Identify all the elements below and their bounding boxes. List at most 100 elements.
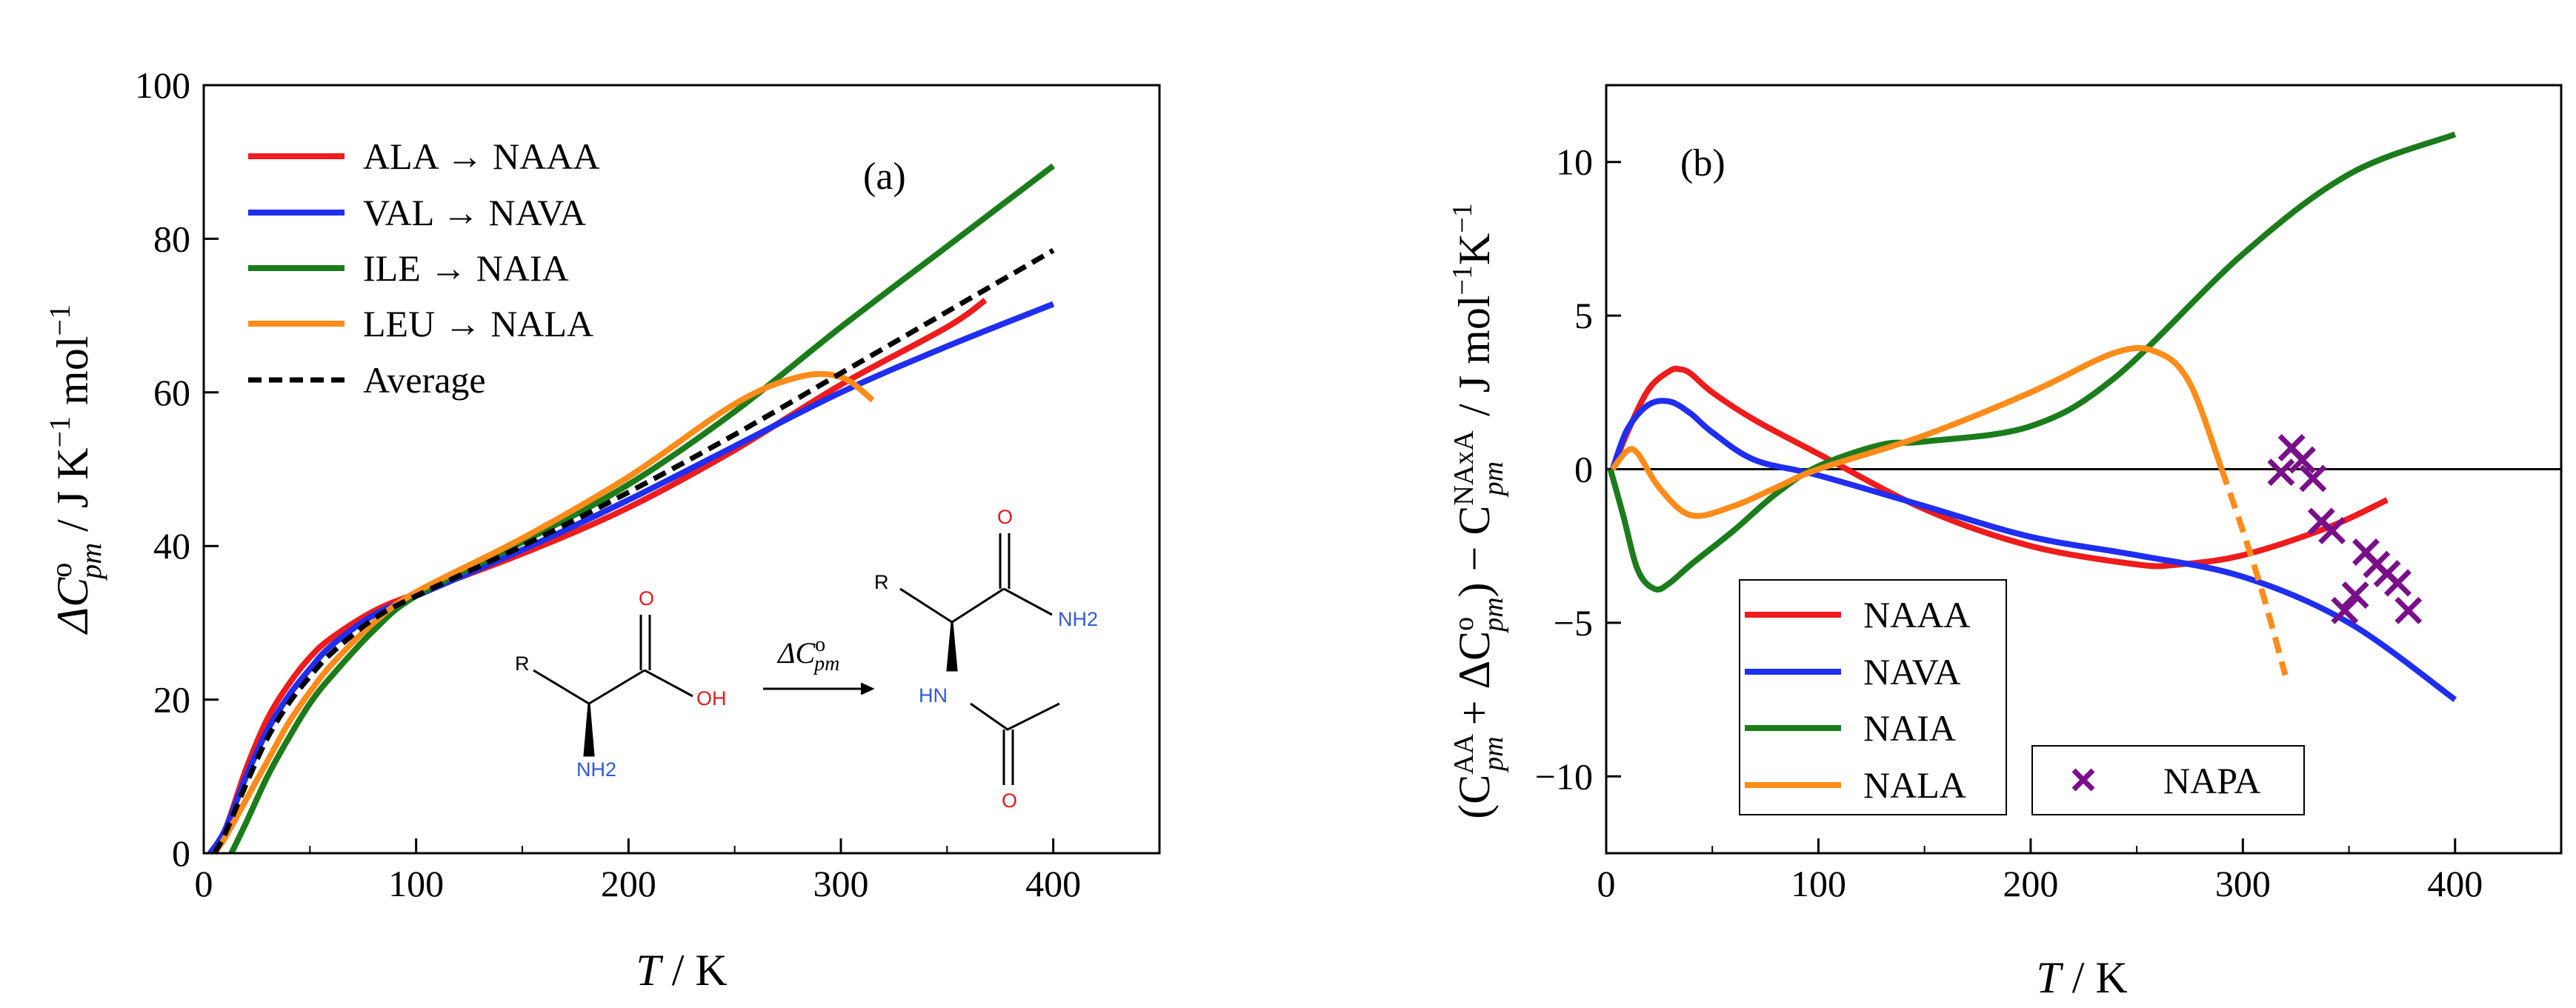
series-nala: [1610, 344, 2225, 519]
scheme-r1: R: [515, 652, 530, 675]
scheme-oh: OH: [696, 687, 727, 710]
chart-b-ylabel-exp2: −1: [1447, 203, 1478, 233]
scheme-r2: R: [874, 571, 889, 593]
series-leu-nala: [212, 370, 875, 855]
y-tick-label: 5: [1574, 295, 1593, 336]
scheme-o1: O: [639, 587, 654, 610]
series-nava: [1609, 398, 2457, 702]
chart-b-ylabel-units2: K: [1450, 233, 1499, 265]
product-skeleton: [899, 587, 1005, 624]
legend-label-naaa: NAAA: [1863, 594, 1970, 635]
legend-label-napa: NAPA: [2163, 760, 2261, 801]
scheme-arrow-prefix: ΔC: [776, 636, 816, 670]
legend-label-naia: NAIA: [1863, 707, 1956, 749]
legend-entry-ile: ILE → NAIA: [248, 247, 569, 289]
series-average: [212, 247, 1055, 855]
chart-a-xlabel-units: / K: [661, 946, 728, 995]
series-naaa: [1609, 365, 2389, 570]
legend-label-nala: NALA: [1863, 764, 1966, 806]
chart-a-xlabel-symbol: T: [636, 946, 663, 995]
point-napa: [2318, 516, 2346, 544]
chart-b-ylabel-sup2: o: [1448, 617, 1480, 631]
chart-a-ylabel-sub: pm: [74, 543, 107, 581]
chart-a-ylabel-units-a: / J K: [48, 447, 97, 542]
chart-a-legend: ALA → NAAA VAL → NAVA ILE → NAIA LEU → N…: [248, 136, 599, 401]
series-val-nava: [207, 301, 1055, 855]
legend-label-ala: ALA → NAAA: [363, 136, 599, 177]
legend-label-average: Average: [363, 359, 486, 401]
reactant-c-oh-bond: [644, 669, 693, 698]
point-napa: [2299, 464, 2327, 493]
chart-b-legend: NAAA NAVA NAIA NALA: [1739, 579, 2007, 815]
x-tick-label: 100: [388, 863, 444, 904]
reactant-skeleton: [533, 669, 645, 705]
chart-b-xlabel-symbol: T: [2036, 953, 2063, 1002]
chart-b-ylabel-sub3: pm: [1478, 461, 1509, 498]
chart-a-tick-labels: 0 100 200 300 400 0 20 40 60 80 100: [135, 64, 1081, 904]
chart-b-ylabel-open: (C: [1450, 775, 1499, 819]
chart-b-ylabel-close: ) − C: [1450, 506, 1499, 598]
legend-label-val: VAL → NAVA: [363, 192, 586, 233]
chart-b-ylabel-units: / J mol: [1450, 295, 1499, 427]
x-tick-label: 0: [195, 863, 213, 904]
x-tick-label: 200: [2003, 863, 2058, 904]
chart-b-legend-marker-box: [2031, 745, 2305, 815]
legend-entry-average: Average: [248, 359, 486, 401]
product-c-nh2-bond: [1003, 587, 1053, 616]
y-tick-label: 0: [1574, 449, 1593, 490]
chart-a-ylabel-exp-b: −1: [43, 304, 76, 336]
legend-entry-leu: LEU → NALA: [248, 303, 593, 344]
scheme-arrow-sub: pm: [813, 652, 839, 675]
legend-entry-ala: ALA → NAAA: [248, 136, 599, 177]
legend-label-ile: ILE → NAIA: [363, 247, 569, 289]
point-napa: [2383, 569, 2412, 597]
chart-b-ylabel-sub2: pm: [1478, 597, 1509, 633]
chart-b-ylabel-exp1: −1: [1447, 265, 1478, 295]
x-tick-label: 300: [813, 863, 869, 904]
x-tick-label: 0: [1597, 863, 1616, 904]
reaction-arrowhead: [860, 682, 875, 695]
chart-a-ylabel-prefix: ΔC: [48, 577, 97, 635]
product-acetyl: [970, 702, 1060, 731]
y-tick-label: 60: [153, 372, 190, 413]
scheme-nh2-a: NH2: [576, 758, 616, 781]
scheme-atom-labels: R O OH NH2 R O NH2 HN O ΔCo pm: [515, 506, 1098, 812]
chart-a-ticks: [202, 84, 1055, 855]
y-tick-label: 0: [172, 832, 190, 874]
legend-entry-val: VAL → NAVA: [248, 192, 586, 233]
chart-b-ylabel-sub1: pm: [1478, 736, 1509, 772]
product-wedge: [946, 621, 958, 672]
chart-b-xlabel: T / K: [2036, 953, 2127, 1002]
chart-b-series: [1607, 131, 2457, 702]
chart-a-panel-label: (a): [863, 156, 906, 198]
chart-a-series: [207, 163, 1056, 855]
point-napa: [2289, 446, 2317, 474]
chart-a-ylabel-units-b: mol: [48, 336, 97, 416]
chart-b-ylabel-sup1: AA: [1448, 733, 1480, 774]
x-tick-label: 400: [2427, 863, 2483, 904]
y-tick-label: 100: [135, 64, 190, 106]
series-ile-naia: [228, 163, 1056, 855]
chart-a-xlabel: T / K: [636, 946, 727, 995]
chart-b-panel-label: (b): [1680, 142, 1725, 184]
point-napa: [2341, 581, 2369, 610]
series-naia: [1607, 131, 2457, 593]
y-tick-label: 10: [1556, 141, 1593, 183]
x-tick-label: 400: [1025, 863, 1081, 904]
y-tick-label: 20: [153, 679, 190, 721]
x-tick-label: 200: [601, 863, 656, 904]
x-tick-label: 300: [2215, 863, 2271, 904]
y-tick-label: 40: [153, 525, 190, 567]
reaction-scheme: [533, 533, 1060, 785]
chart-b-legend-markers: NAPA: [2031, 745, 2305, 815]
chart-b-ylabel-plus: + ΔC: [1450, 631, 1499, 736]
chart-b-ylabel-sup3: NAxA: [1448, 430, 1480, 506]
chart-a-ylabel-sup: o: [44, 563, 78, 578]
scheme-o2: O: [997, 506, 1013, 528]
y-tick-label: 80: [153, 218, 190, 259]
point-napa: [2394, 596, 2423, 624]
legend-label-leu: LEU → NALA: [363, 303, 593, 344]
scheme-hn: HN: [919, 684, 948, 707]
